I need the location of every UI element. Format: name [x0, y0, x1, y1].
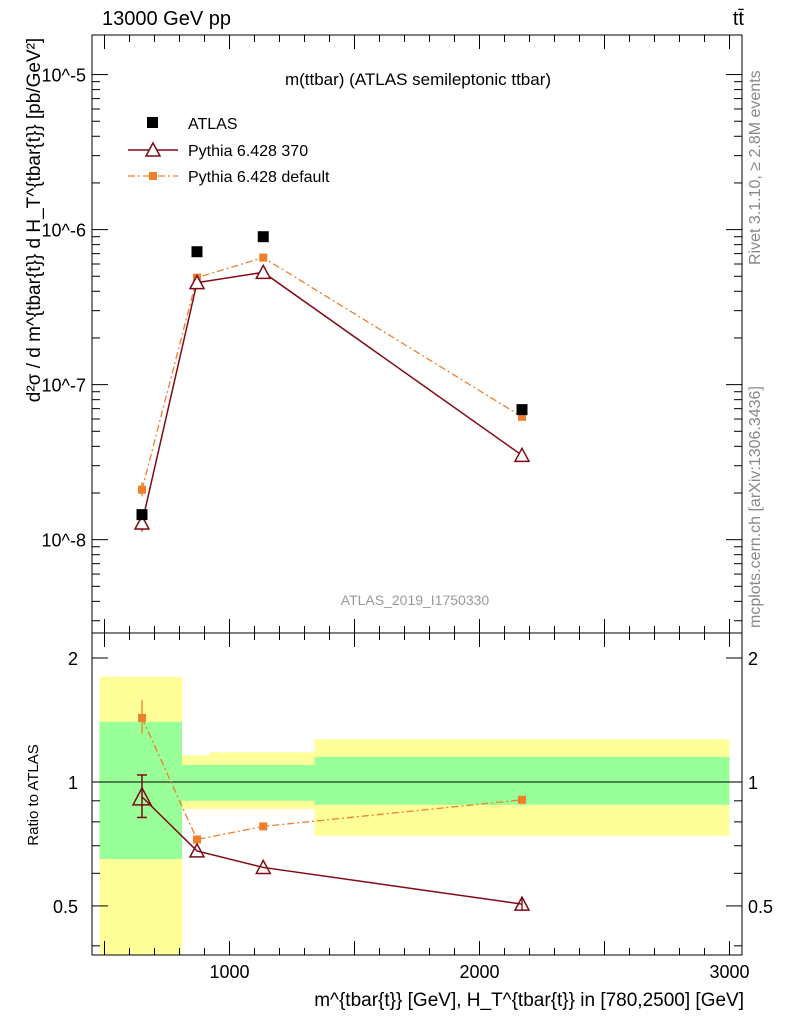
ratio-y-tick-label-right: 0.5 [748, 897, 773, 917]
x-axis-label: m^{tbar{t}} [GeV], H_T^{tbar{t}} in [780… [314, 990, 744, 1011]
y-tick-label: 10^-6 [42, 221, 86, 241]
point-pythia370 [188, 274, 206, 290]
main-plot-data [133, 231, 531, 532]
chart-watermark: ATLAS_2019_I1750330 [341, 592, 490, 608]
x-tick-label: 3000 [709, 962, 749, 982]
legend-label-pythia-default: Pythia 6.428 default [188, 169, 330, 186]
main-y-tick-labels: 10^-8 10^-7 10^-6 10^-5 [42, 66, 86, 551]
ratio-point-pythia370 [513, 895, 531, 911]
legend-label-pythia370: Pythia 6.428 370 [188, 143, 308, 160]
point-pythia-default [518, 412, 526, 421]
x-tick-label: 2000 [459, 962, 499, 982]
ratio-panel-frame [91, 632, 743, 956]
legend-marker-atlas [147, 117, 158, 128]
point-pythia-default [259, 253, 268, 262]
ratio-point-pythia-default [138, 713, 146, 722]
x-tick-labels: 1000 2000 3000 [209, 962, 749, 982]
ratio-y-tick-label-right: 1 [748, 773, 758, 793]
legend-marker-pythia-default [149, 172, 157, 180]
ratio-point-pythia370 [188, 842, 206, 858]
ratio-line-pythia-default [141, 717, 523, 841]
ratio-uncertainty-bands [92, 676, 742, 955]
ratio-line-pythia370 [141, 796, 523, 905]
y-tick-label: 10^-5 [42, 66, 86, 86]
ratio-y-tick-label: 0.5 [53, 897, 78, 917]
main-axis-ticks [92, 35, 742, 633]
ratio-y-axis-label: Ratio to ATLAS [25, 744, 42, 845]
header-right: tt̄ [733, 8, 745, 30]
ratio-y-tick-label-right: 2 [748, 649, 758, 669]
x-tick-label: 1000 [209, 962, 249, 982]
legend-marker-pythia370 [144, 141, 162, 157]
chart-title: m(ttbar) (ATLAS semileptonic ttbar) [285, 70, 551, 89]
ratio-axis-ticks: 0.5 0.5 1 1 2 2 [53, 633, 773, 955]
ratio-band-inner [209, 764, 315, 801]
y-tick-label: 10^-8 [42, 531, 86, 551]
point-atlas [516, 404, 528, 416]
point-pythia370 [513, 446, 531, 463]
ratio-plot-data [131, 700, 531, 911]
point-pythia370 [254, 263, 272, 280]
series-line-pythia-default [141, 256, 523, 490]
ratio-point-pythia370 [131, 786, 153, 806]
y-axis-label: d²σ / d m^{tbar{t}} d H_T^{tbar{t}} [pb/… [24, 38, 45, 402]
point-atlas [136, 509, 148, 521]
side-mcplots-text: mcplots.cern.ch [arXiv:1306.3436] [747, 386, 764, 628]
side-rivet-text: Rivet 3.1.10, ≥ 2.8M events [747, 70, 764, 265]
ratio-point-pythia-default [518, 795, 526, 804]
y-tick-label: 10^-7 [42, 376, 86, 396]
ratio-band-inner [182, 764, 210, 801]
point-pythia-default [138, 485, 146, 494]
ratio-y-tick-label: 1 [68, 773, 78, 793]
header-left: 13000 GeV pp [102, 8, 231, 30]
legend-label-atlas: ATLAS [188, 116, 238, 133]
point-atlas [257, 231, 269, 243]
point-pythia370 [133, 514, 151, 530]
ratio-point-pythia-default [259, 822, 268, 831]
point-atlas [191, 246, 203, 258]
legend: ATLAS Pythia 6.428 370 Pythia 6.428 defa… [128, 116, 330, 186]
ratio-point-pythia-default [193, 835, 201, 844]
ratio-y-tick-label: 2 [68, 649, 78, 669]
ratio-point-pythia370 [254, 858, 272, 875]
series-line-pythia370 [141, 271, 523, 524]
